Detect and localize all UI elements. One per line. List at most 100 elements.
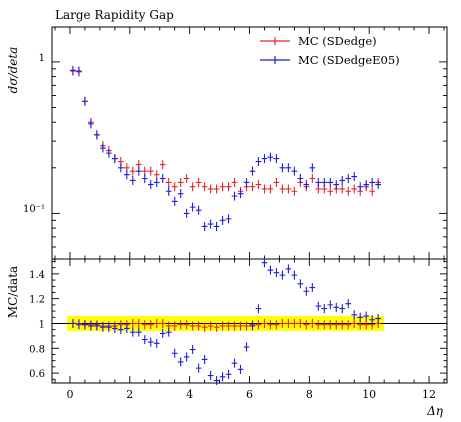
ratio-point bbox=[339, 304, 346, 314]
main-point bbox=[279, 163, 286, 173]
main-point bbox=[201, 221, 208, 231]
ratio-point bbox=[369, 315, 376, 325]
ratio-point bbox=[207, 371, 214, 381]
ratio-point bbox=[261, 258, 268, 268]
ratio-point bbox=[363, 320, 370, 330]
main-point bbox=[171, 196, 178, 206]
ratio-point bbox=[237, 321, 244, 331]
main-point bbox=[207, 184, 214, 194]
ratio-point bbox=[207, 321, 214, 331]
legend: MC (SDedge) MC (SDedgeE05) bbox=[260, 34, 400, 67]
ratio-point bbox=[159, 318, 166, 328]
ratio-point bbox=[135, 318, 142, 328]
ratio-y-tick-label: 1.4 bbox=[29, 270, 45, 281]
ratio-point bbox=[100, 322, 106, 332]
main-point bbox=[369, 186, 376, 196]
main-point bbox=[195, 177, 202, 187]
main-point bbox=[249, 182, 256, 192]
ratio-point bbox=[303, 286, 310, 296]
main-point bbox=[189, 202, 196, 212]
ratio-point bbox=[76, 320, 82, 330]
main-point bbox=[291, 186, 298, 196]
main-point bbox=[297, 173, 304, 183]
ratio-point bbox=[111, 323, 118, 333]
main-point bbox=[255, 180, 262, 190]
main-point bbox=[303, 180, 310, 190]
main-point bbox=[255, 157, 262, 167]
ratio-point bbox=[297, 279, 304, 289]
ratio-point bbox=[255, 320, 262, 330]
main-point bbox=[123, 170, 130, 180]
main-point bbox=[309, 163, 316, 173]
main-point bbox=[189, 182, 196, 192]
ratio-point bbox=[243, 342, 250, 352]
ratio-plot-panel: 0 2 4 6 8 10 12 0.6 0.8 1 1.2 1.4 bbox=[29, 258, 448, 401]
ratio-point bbox=[231, 321, 238, 331]
ratio-point bbox=[327, 320, 334, 330]
main-point bbox=[207, 219, 214, 229]
ratio-point bbox=[123, 323, 130, 333]
main-point bbox=[147, 180, 154, 190]
ratio-point bbox=[219, 321, 226, 331]
main-point bbox=[357, 182, 364, 192]
ratio-y-axis-label: MC/data bbox=[6, 266, 20, 318]
main-point bbox=[153, 177, 160, 187]
main-point bbox=[327, 186, 334, 196]
main-point bbox=[267, 184, 274, 194]
ratio-point bbox=[273, 268, 280, 278]
x-tick-label: 6 bbox=[246, 388, 253, 401]
ratio-point bbox=[183, 352, 190, 362]
main-point bbox=[70, 65, 76, 75]
ratio-point bbox=[351, 310, 358, 320]
main-point bbox=[106, 148, 112, 158]
ratio-point bbox=[243, 321, 250, 331]
ratio-point bbox=[279, 318, 286, 328]
main-point bbox=[147, 166, 154, 176]
main-point bbox=[225, 214, 232, 224]
main-point bbox=[117, 163, 124, 173]
main-point bbox=[267, 152, 274, 162]
main-point bbox=[219, 215, 226, 225]
ratio-point bbox=[333, 302, 340, 312]
ratio-point bbox=[267, 320, 274, 330]
main-point bbox=[363, 180, 370, 190]
ratio-point bbox=[189, 345, 196, 355]
ratio-point bbox=[345, 299, 352, 309]
main-point bbox=[225, 182, 232, 192]
ratio-point bbox=[321, 320, 328, 330]
ratio-point bbox=[129, 327, 136, 337]
main-point bbox=[369, 177, 376, 187]
ratio-point bbox=[153, 338, 160, 348]
x-tick-label: 4 bbox=[186, 388, 193, 401]
ratio-point bbox=[285, 318, 292, 328]
main-point bbox=[273, 177, 280, 187]
main-point bbox=[100, 143, 106, 153]
x-tick-label: 0 bbox=[66, 388, 73, 401]
main-point bbox=[219, 182, 226, 192]
ratio-point bbox=[171, 321, 178, 331]
main-point bbox=[351, 172, 358, 182]
main-point bbox=[315, 177, 322, 187]
ratio-point bbox=[225, 321, 232, 331]
ratio-point bbox=[141, 335, 148, 345]
ratio-point bbox=[285, 264, 292, 274]
ratio-point bbox=[82, 320, 88, 330]
main-point bbox=[141, 173, 148, 183]
main-point bbox=[339, 184, 346, 194]
main-point bbox=[111, 154, 118, 164]
main-point bbox=[171, 182, 178, 192]
ratio-point bbox=[327, 300, 334, 310]
main-point bbox=[201, 182, 208, 192]
main-point bbox=[345, 173, 352, 183]
main-point bbox=[135, 166, 142, 176]
ratio-y-tick-label: 1.2 bbox=[29, 295, 45, 306]
main-point bbox=[159, 160, 166, 170]
x-axis-label: Δη bbox=[426, 404, 444, 418]
main-point bbox=[237, 189, 244, 199]
main-point bbox=[213, 184, 220, 194]
main-point bbox=[375, 180, 382, 190]
ratio-point bbox=[177, 357, 184, 367]
main-point bbox=[76, 66, 82, 76]
ratio-point bbox=[219, 372, 226, 382]
ratio-point bbox=[267, 265, 274, 275]
